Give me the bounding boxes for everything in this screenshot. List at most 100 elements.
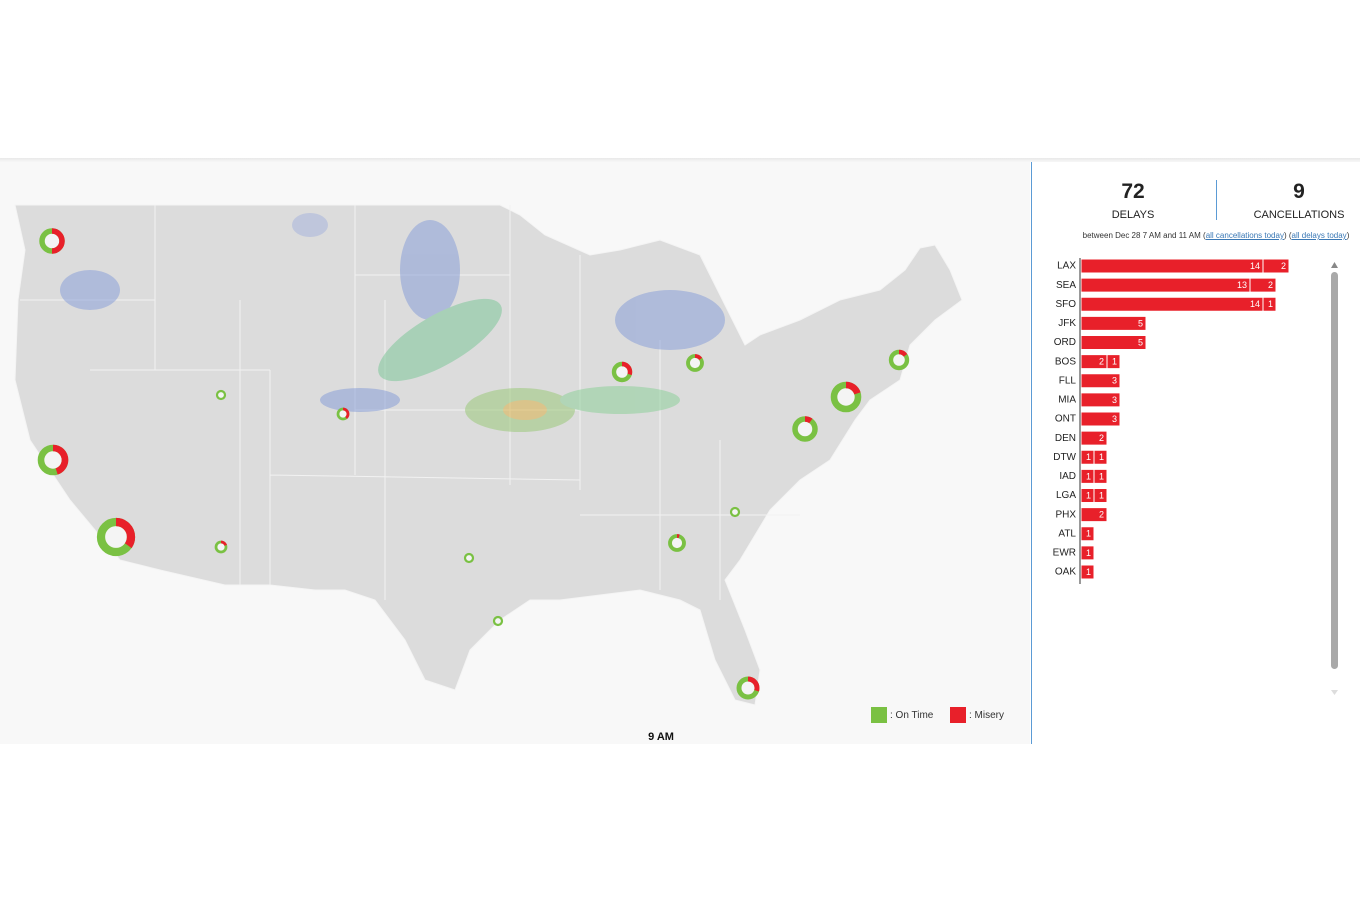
y-tick-label: BOS xyxy=(1055,356,1076,367)
misery-arc xyxy=(214,540,228,554)
bar-segment xyxy=(1249,277,1277,293)
bar-value-label: 5 xyxy=(1138,318,1143,328)
y-tick-label: JFK xyxy=(1058,318,1076,329)
bar-value-label: 14 xyxy=(1250,261,1260,271)
bar-value-label: 1 xyxy=(1099,452,1104,462)
bar-value-label: 1 xyxy=(1086,452,1091,462)
time-label: 9 AM xyxy=(648,731,674,743)
bar-value-label: 2 xyxy=(1268,280,1273,290)
misery-arc xyxy=(96,517,136,557)
stat-separator xyxy=(1216,180,1217,220)
delays-label: DELAYS xyxy=(1111,209,1155,221)
bar-value-label: 2 xyxy=(1281,261,1286,271)
bar-segment xyxy=(1080,296,1264,312)
us-map xyxy=(14,204,963,706)
cancellations-link[interactable]: all cancellations today xyxy=(1205,231,1284,240)
y-tick-label: EWR xyxy=(1053,548,1076,559)
y-tick-label: DTW xyxy=(1053,452,1076,463)
bar-value-label: 1 xyxy=(1086,548,1091,558)
y-tick-label: IAD xyxy=(1059,471,1076,482)
y-tick-label: FLL xyxy=(1059,375,1077,386)
on-time-ring xyxy=(792,416,818,442)
bar-segment xyxy=(1080,545,1095,561)
y-tick-label: ATL xyxy=(1058,528,1076,539)
bar-segment xyxy=(1080,258,1264,274)
bar-value-label: 2 xyxy=(1099,433,1104,443)
bar-segment xyxy=(1080,315,1147,331)
y-tick-label: LGA xyxy=(1056,490,1076,501)
misery-arc xyxy=(611,361,633,383)
bar-segment xyxy=(1080,277,1251,293)
y-tick-label: ORD xyxy=(1054,337,1076,348)
misery-arc xyxy=(792,416,818,442)
y-tick-label: SEA xyxy=(1056,280,1076,291)
misery-arc xyxy=(668,534,686,552)
bar-value-label: 1 xyxy=(1086,471,1091,481)
cancellations-label: CANCELLATIONS xyxy=(1253,209,1345,221)
bar-value-label: 14 xyxy=(1250,299,1260,309)
divider xyxy=(1031,162,1032,744)
bar-segment xyxy=(1106,354,1121,370)
bar-segment xyxy=(1080,335,1147,350)
bar-value-label: 1 xyxy=(1112,357,1117,367)
bar-segment xyxy=(1080,430,1108,446)
bar-value-label: 1 xyxy=(1099,471,1104,481)
airport-markers xyxy=(37,228,910,700)
bar-value-label: 3 xyxy=(1112,376,1117,386)
legend-swatch xyxy=(950,707,966,723)
weather-overlay xyxy=(60,213,725,432)
bar-value-label: 13 xyxy=(1237,280,1247,290)
bar-value-label: 2 xyxy=(1099,510,1104,520)
bar-segment xyxy=(1093,488,1108,503)
bar-value-label: 1 xyxy=(1086,529,1091,539)
on-time-ring xyxy=(668,534,686,552)
note-text: ) ( xyxy=(1283,231,1292,240)
note-text: ) xyxy=(1346,231,1350,240)
y-tick-label: OAK xyxy=(1055,567,1076,578)
bar-segment xyxy=(1080,564,1095,580)
y-tick-label: ONT xyxy=(1055,414,1076,425)
misery-arc xyxy=(686,354,704,372)
bar-value-label: 3 xyxy=(1112,414,1117,424)
note-text: between Dec 28 7 AM and 11 AM ( xyxy=(1082,231,1206,240)
date-note: between Dec 28 7 AM and 11 AM (all cance… xyxy=(1040,231,1360,240)
y-tick-label: MIA xyxy=(1058,395,1076,406)
bar-segment xyxy=(1262,296,1277,312)
legend-swatch xyxy=(871,707,887,723)
delays-count: 72 xyxy=(1121,180,1145,203)
y-tick-label: PHX xyxy=(1055,509,1076,520)
bar-value-label: 1 xyxy=(1086,490,1091,500)
bar-value-label: 1 xyxy=(1086,567,1091,577)
on-time-ring xyxy=(729,506,741,518)
misery-arc xyxy=(39,228,65,254)
misery-arc xyxy=(37,444,69,476)
y-tick-label: SFO xyxy=(1055,299,1076,310)
y-tick-label: DEN xyxy=(1055,433,1076,444)
bar-segment xyxy=(1080,507,1108,523)
bar-value-label: 3 xyxy=(1112,395,1117,405)
on-time-ring xyxy=(215,389,227,401)
bar-segment xyxy=(1080,392,1121,408)
bar-segment xyxy=(1080,526,1095,542)
scrollbar[interactable] xyxy=(1331,272,1338,669)
y-tick-label: LAX xyxy=(1057,261,1076,272)
misery-arc xyxy=(736,676,760,700)
scroll-down[interactable] xyxy=(1331,690,1338,695)
on-time-ring xyxy=(463,552,475,564)
legend-label: : On Time xyxy=(890,710,934,721)
misery-arc xyxy=(830,381,862,413)
header-shadow xyxy=(0,158,1360,162)
bar-value-label: 5 xyxy=(1138,337,1143,347)
bar-segment xyxy=(1093,449,1108,465)
delays-link[interactable]: all delays today xyxy=(1291,231,1347,240)
legend-label: : Misery xyxy=(969,710,1004,721)
bar-value-label: 1 xyxy=(1268,299,1273,309)
on-time-ring xyxy=(492,615,504,627)
cancellations-count: 9 xyxy=(1293,180,1305,203)
bar-segment xyxy=(1080,373,1121,389)
misery-arc xyxy=(336,407,350,421)
scroll-up[interactable] xyxy=(1331,262,1338,268)
bar-segment xyxy=(1093,468,1108,484)
